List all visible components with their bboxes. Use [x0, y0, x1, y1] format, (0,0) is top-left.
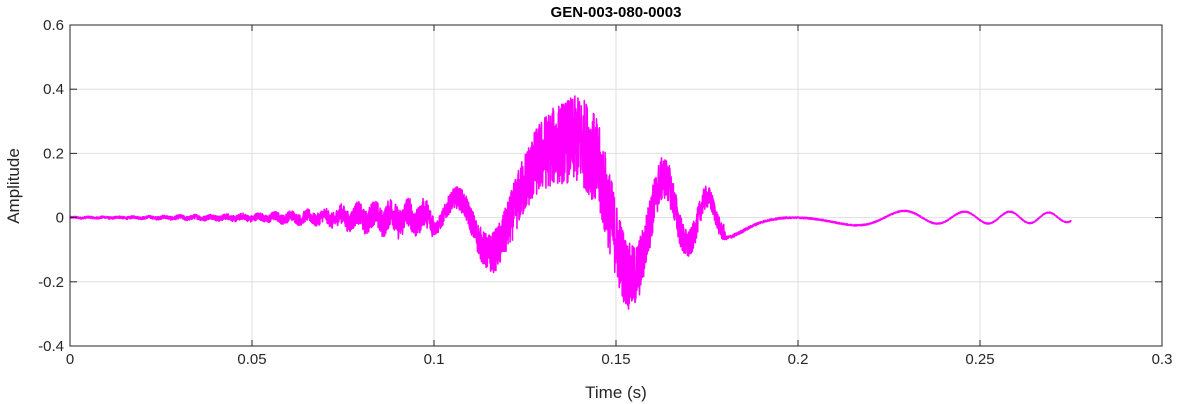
x-tick-label: 0.15 — [601, 351, 630, 368]
y-tick-label: -0.4 — [38, 338, 64, 355]
x-tick-label: 0.1 — [424, 351, 445, 368]
y-tick-label: 0.2 — [43, 145, 64, 162]
ticks: 0 0.05 0.1 0.15 0.2 0.25 0.3 -0.4 -0.2 0 0.2 0.4 0.6 — [38, 17, 1172, 368]
series-layer — [69, 95, 1072, 310]
x-tick-label: 0.25 — [965, 351, 994, 368]
x-tick-label: 0.05 — [237, 351, 266, 368]
grid — [70, 25, 1162, 346]
y-tick-label: 0.6 — [43, 17, 64, 34]
y-tick-label: 0.4 — [43, 81, 64, 98]
chart-title: GEN-003-080-0003 — [551, 4, 682, 21]
x-tick-label: 0.3 — [1152, 351, 1173, 368]
series-line — [69, 95, 1072, 310]
x-tick-label: 0 — [66, 351, 74, 368]
x-axis-label: Time (s) — [585, 383, 647, 402]
y-tick-label: -0.2 — [38, 274, 64, 291]
y-axis-label: Amplitude — [4, 148, 23, 224]
y-tick-label: 0 — [56, 210, 64, 227]
x-tick-label: 0.2 — [788, 351, 809, 368]
